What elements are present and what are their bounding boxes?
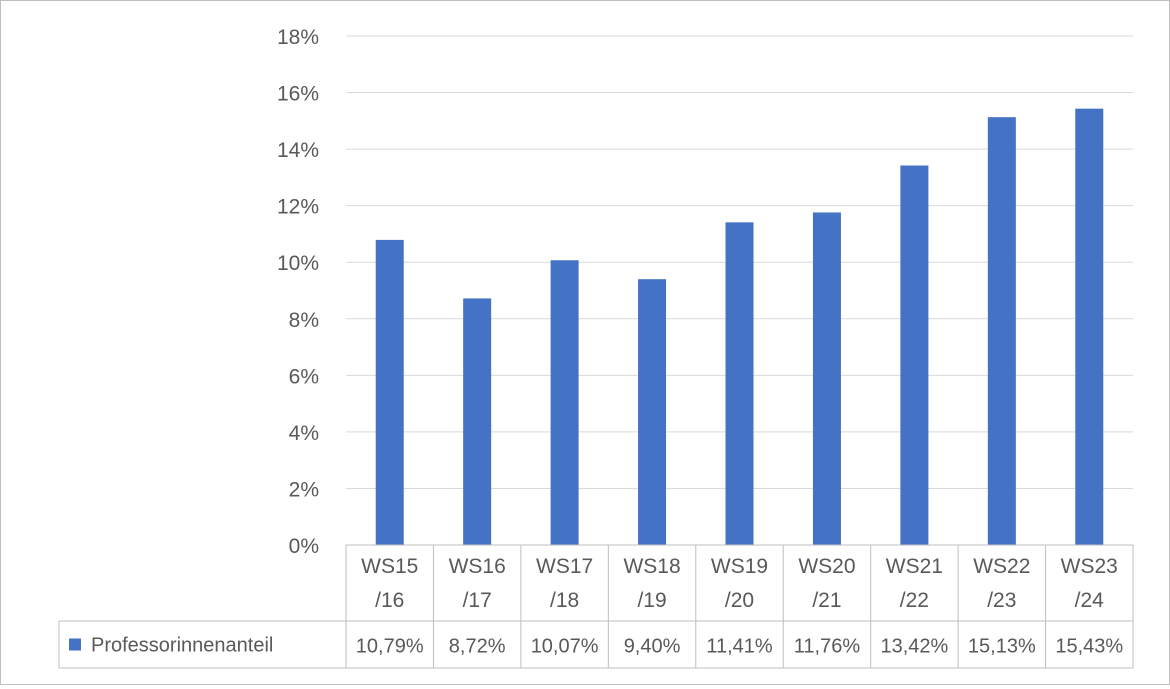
bar [1075,108,1104,545]
bar [638,279,667,545]
data-label: 9,40% [624,636,681,658]
data-label: 15,43% [1055,636,1123,658]
x-tick-label: /17 [463,589,492,612]
bar [987,117,1016,545]
bar [725,222,754,545]
x-tick-label: WS21 [886,555,943,578]
data-label: 8,72% [449,636,506,658]
bar [550,260,579,545]
x-tick-label: WS16 [449,555,506,578]
x-tick-label: WS17 [536,555,593,578]
x-tick-label: /19 [637,589,666,612]
x-tick-label: /23 [987,589,1016,612]
y-tick-label: 14% [277,139,319,162]
bar [463,298,492,545]
x-tick-label: WS20 [798,555,855,578]
x-tick-label: /16 [375,589,404,612]
y-tick-label: 0% [289,535,319,558]
data-label: 10,79% [356,636,424,658]
legend-swatch [69,638,81,651]
data-label: 10,07% [531,636,599,658]
x-tick-label: /22 [900,589,929,612]
y-tick-label: 18% [277,26,319,49]
x-tick-label: WS18 [623,555,680,578]
y-tick-label: 6% [289,365,319,388]
bar [375,239,404,545]
x-tick-label: WS22 [973,555,1030,578]
x-tick-label: /24 [1075,589,1105,612]
bar [900,165,929,546]
x-tick-label: WS15 [361,555,418,578]
data-label: 11,76% [794,636,861,658]
x-tick-label: WS23 [1061,555,1118,578]
data-label: 13,42% [880,636,948,658]
y-tick-label: 2% [289,478,319,501]
data-table: WS15/16 WS16/17 WS17/18 WS18/19 WS19/20 WS20 /… [58,544,1134,669]
y-tick-label: 16% [277,83,319,106]
bars [375,108,1104,546]
y-tick-label: 8% [289,309,319,332]
x-tick-label: /18 [550,589,579,612]
y-axis-ticks: 0% 2% 4% 6% 8% 10% 12% 14% 16% 18% [277,26,319,558]
data-label: 11,41% [706,636,773,658]
x-tick-label: /20 [725,589,754,612]
y-tick-label: 12% [277,196,319,219]
x-tick-label: WS19 [711,555,768,578]
data-label: 15,13% [968,636,1036,658]
x-tick-label: /21 [812,589,841,612]
bar [812,212,841,545]
legend-label: Professorinnenanteil [91,635,273,657]
y-tick-label: 10% [277,252,319,275]
y-tick-label: 4% [289,422,319,445]
